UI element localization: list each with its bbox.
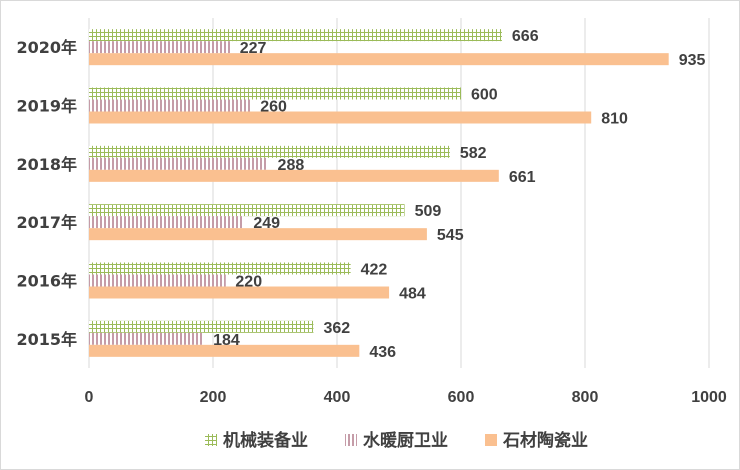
x-tick-label: 800 bbox=[572, 389, 599, 406]
gridlines bbox=[88, 18, 710, 368]
bar-2-2016年 bbox=[89, 274, 226, 287]
data-label: 582 bbox=[460, 145, 487, 162]
data-label: 600 bbox=[471, 87, 498, 104]
category-label: 2015年 bbox=[16, 330, 77, 349]
category-label: 2020年 bbox=[16, 38, 77, 57]
category-label: 2017年 bbox=[16, 213, 77, 232]
bar-1-2018年 bbox=[89, 145, 450, 158]
data-label: 362 bbox=[323, 320, 350, 337]
x-tick-label: 1000 bbox=[691, 389, 727, 406]
data-label: 666 bbox=[512, 28, 539, 45]
data-label: 484 bbox=[399, 286, 426, 303]
data-labels: 362 184 436 422 220 484 509 249 545 582 288 661 600 2… bbox=[213, 28, 705, 361]
category-label: 2016年 bbox=[16, 272, 77, 291]
legend-swatch bbox=[345, 434, 357, 446]
legend-label: 水暖厨卫业 bbox=[363, 430, 448, 451]
data-label: 422 bbox=[361, 262, 388, 279]
data-label: 220 bbox=[235, 274, 262, 291]
bar-2-2019年 bbox=[89, 99, 251, 112]
data-label: 184 bbox=[213, 332, 240, 349]
bar-3-2016年 bbox=[89, 286, 390, 299]
legend-swatch bbox=[205, 434, 217, 446]
bar-2-2017年 bbox=[89, 216, 244, 229]
legend-label: 石材陶瓷业 bbox=[502, 430, 588, 451]
data-label: 249 bbox=[253, 215, 280, 232]
bar-3-2018年 bbox=[89, 169, 499, 182]
x-tick-label: 400 bbox=[324, 389, 351, 406]
bars bbox=[89, 29, 669, 357]
data-label: 509 bbox=[415, 203, 442, 220]
bar-2-2018年 bbox=[89, 157, 268, 170]
data-label: 661 bbox=[509, 169, 536, 186]
bar-1-2017年 bbox=[89, 204, 405, 217]
bar-3-2019年 bbox=[89, 111, 592, 124]
category-axis: 2015年 2016年 2017年 2018年 2019年 2020年 bbox=[16, 38, 77, 349]
bar-1-2016年 bbox=[89, 262, 351, 275]
legend-label: 机械装备业 bbox=[223, 430, 308, 451]
data-label: 545 bbox=[437, 227, 464, 244]
data-label: 436 bbox=[369, 344, 396, 361]
x-tick-label: 200 bbox=[200, 389, 227, 406]
x-tick-label: 600 bbox=[448, 389, 475, 406]
bar-2-2020年 bbox=[89, 41, 230, 54]
data-label: 260 bbox=[260, 99, 287, 116]
bar-2-2015年 bbox=[89, 332, 204, 345]
value-axis: 0 200 400 600 800 1000 bbox=[85, 389, 727, 406]
data-label: 288 bbox=[278, 157, 305, 174]
bar-1-2019年 bbox=[89, 87, 461, 100]
data-label: 227 bbox=[240, 40, 267, 57]
legend: 机械装备业 水暖厨卫业 石材陶瓷业 bbox=[205, 430, 588, 451]
category-label: 2019年 bbox=[16, 97, 77, 116]
legend-swatch bbox=[485, 434, 497, 446]
x-tick-label: 0 bbox=[85, 389, 94, 406]
bar-3-2017年 bbox=[89, 228, 427, 241]
bar-1-2020年 bbox=[89, 29, 502, 42]
bar-1-2015年 bbox=[89, 320, 314, 333]
data-label: 810 bbox=[601, 111, 628, 128]
data-label: 935 bbox=[679, 52, 706, 69]
bar-3-2015年 bbox=[89, 344, 360, 357]
category-label: 2018年 bbox=[16, 155, 77, 174]
bar-3-2020年 bbox=[89, 53, 669, 66]
